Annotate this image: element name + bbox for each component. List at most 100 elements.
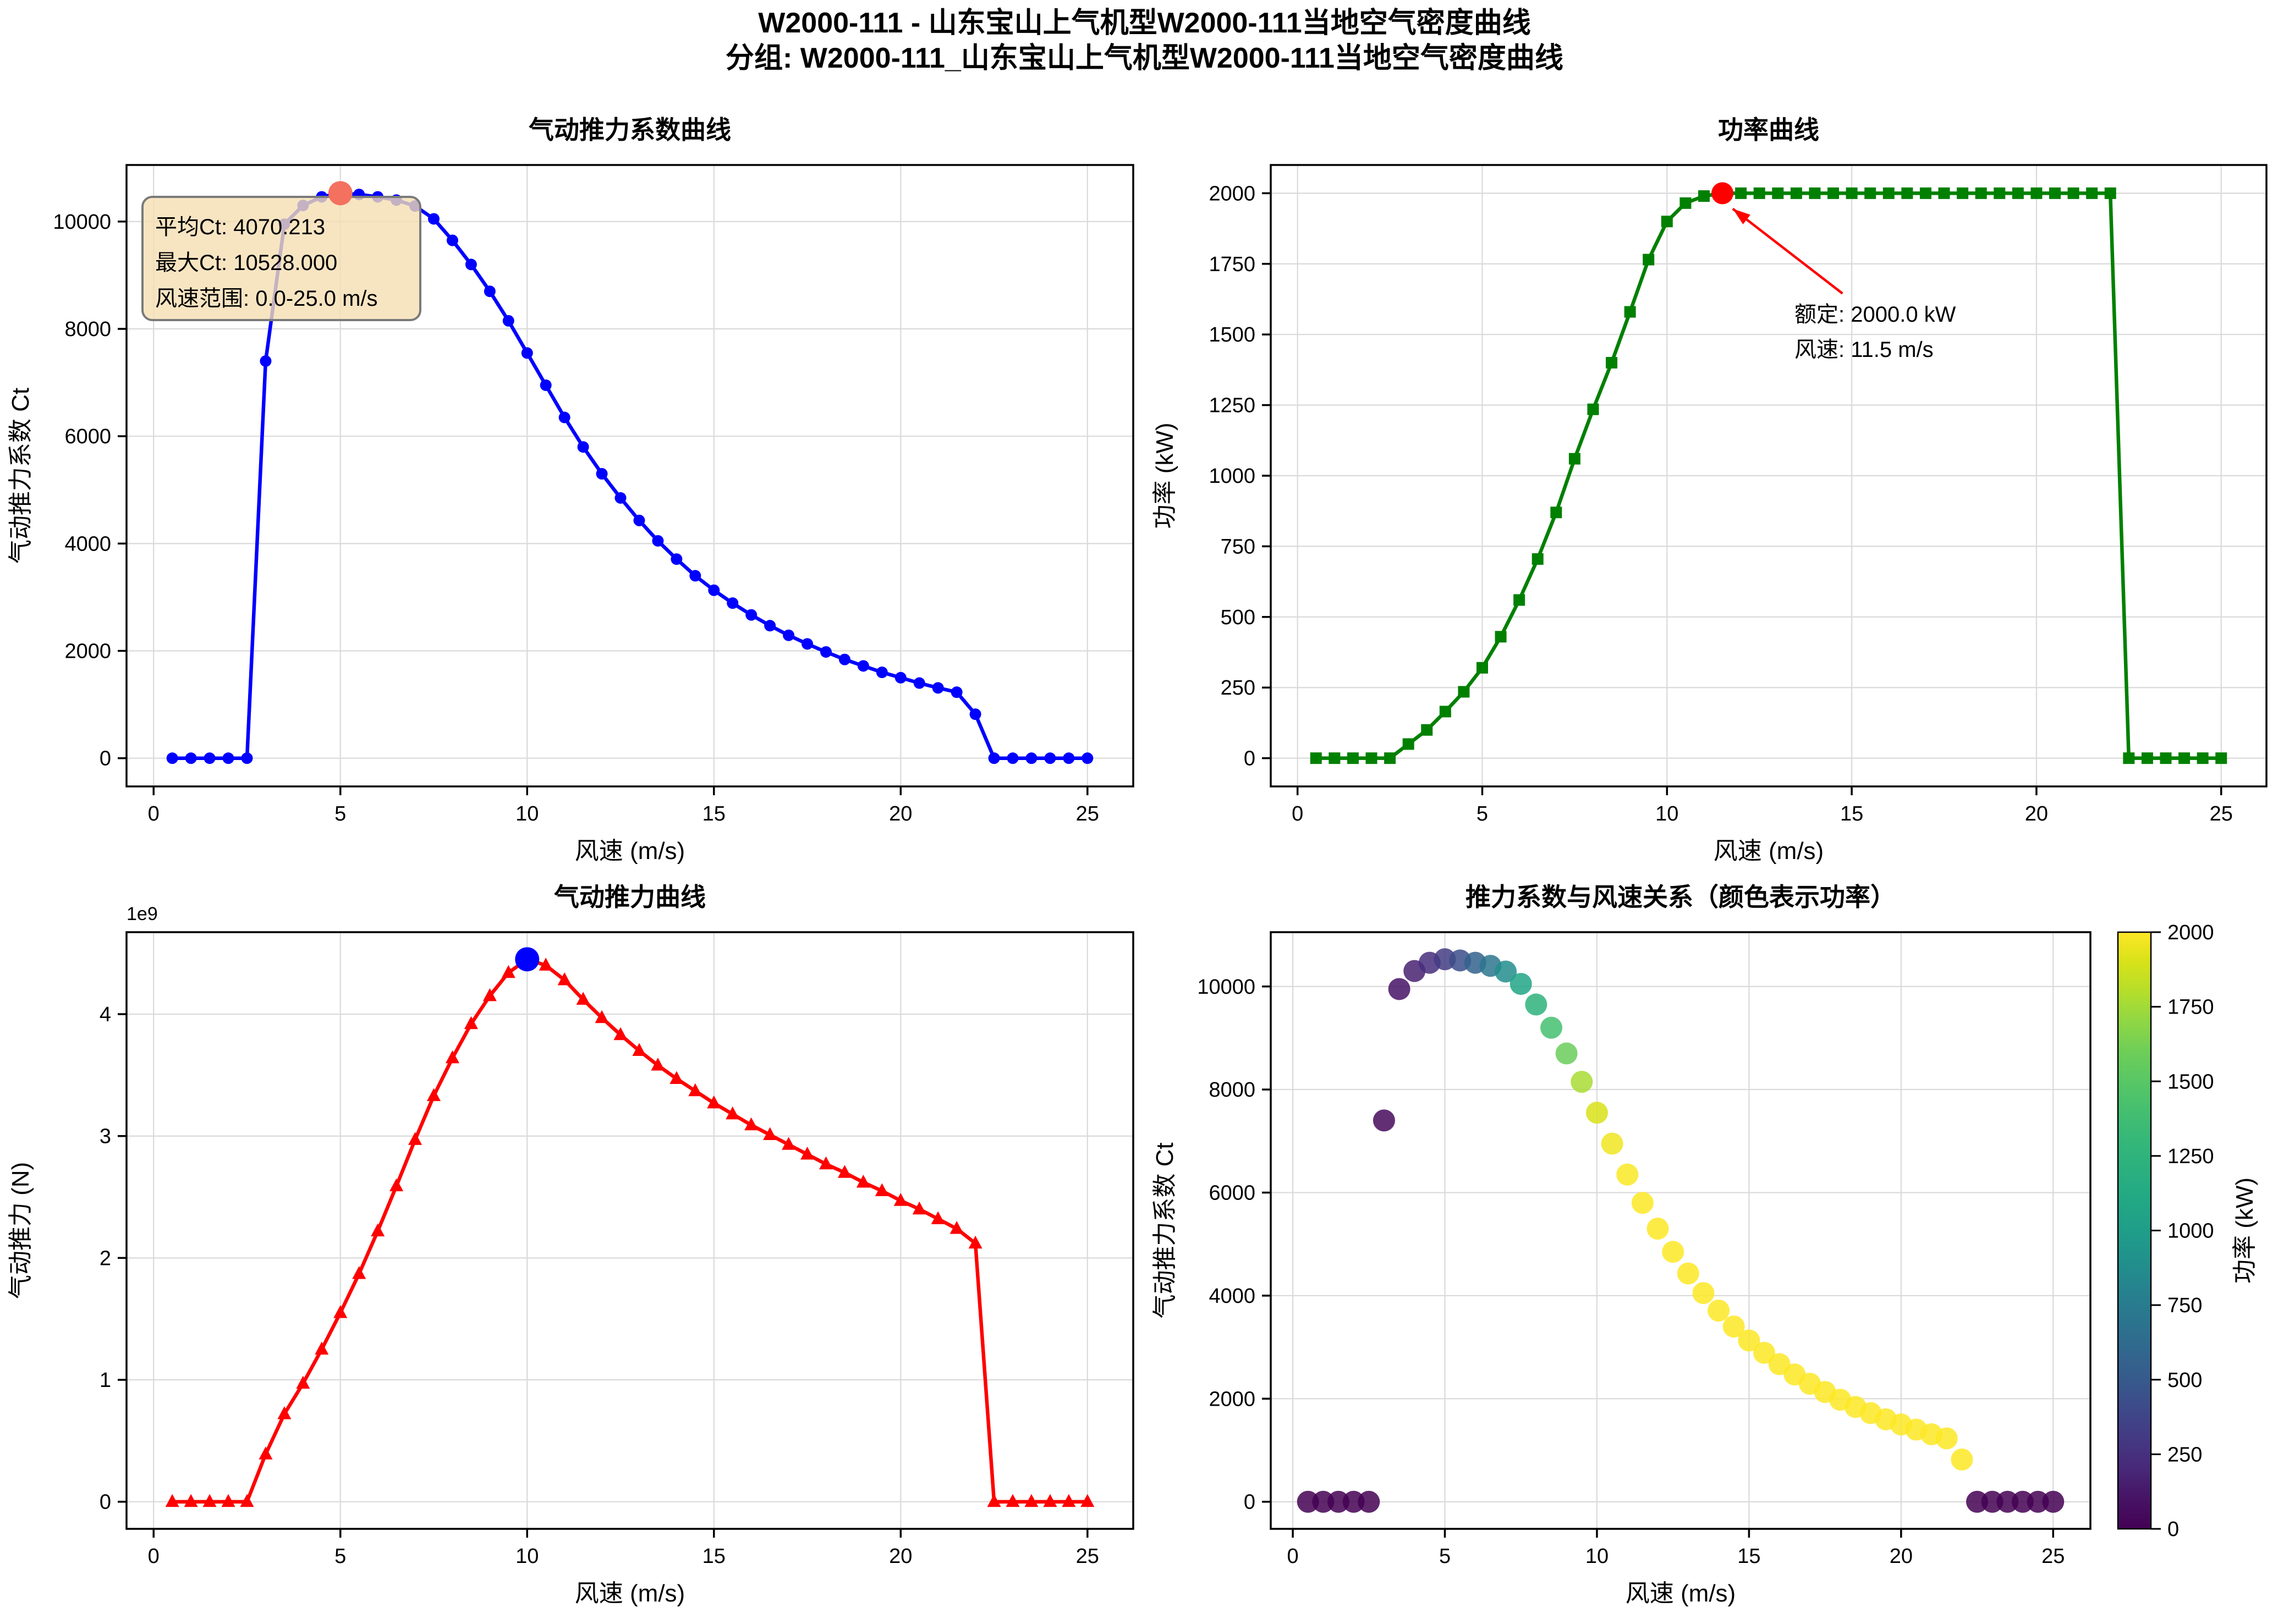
series-marker-square — [1513, 594, 1525, 606]
series-marker-circle — [428, 213, 440, 225]
y-tick-label: 1000 — [1209, 465, 1255, 488]
series-marker-circle — [727, 597, 739, 609]
series-marker-circle — [502, 315, 514, 327]
scatter-point — [1722, 1315, 1745, 1338]
series-marker-square — [1347, 752, 1359, 764]
scatter-point — [1297, 1490, 1319, 1513]
series-marker-square — [1476, 662, 1488, 674]
series-marker-square — [1532, 553, 1544, 565]
scatter-point — [1616, 1163, 1639, 1186]
series-marker-circle — [652, 535, 664, 547]
series-marker-triangle — [576, 992, 590, 1005]
scatter-point — [1358, 1490, 1380, 1513]
series-marker-triangle — [277, 1406, 292, 1419]
series-marker-triangle — [856, 1174, 870, 1188]
series-marker-triangle — [949, 1221, 964, 1234]
annotation-arrowhead — [1732, 208, 1750, 224]
series-marker-triangle — [240, 1494, 254, 1507]
chart-title: 气动推力曲线 — [554, 883, 706, 911]
max-ct-marker — [328, 181, 353, 206]
scatter-point — [1495, 960, 1517, 983]
axes-spines — [125, 931, 1134, 1530]
series-marker-triangle — [931, 1211, 945, 1224]
series-marker-square — [1329, 752, 1341, 764]
series-marker-circle — [540, 379, 552, 391]
colorbar-tick-label: 1250 — [2167, 1145, 2214, 1168]
axes-spines — [1270, 931, 2092, 1530]
y-tick-label: 0 — [100, 1491, 111, 1514]
series-marker-circle — [558, 411, 570, 423]
scatter-point — [1327, 1490, 1350, 1513]
x-axis-label: 风速 (m/s) — [575, 1580, 685, 1607]
series-marker-circle — [166, 752, 178, 764]
y-tick-label: 250 — [1221, 676, 1255, 700]
series-marker-square — [2049, 187, 2061, 199]
x-tick-label: 20 — [889, 802, 912, 825]
thrust-curve-chart: 1e9 0 5 10 15 20 25 0 1 2 3 4 气动推力曲线 风速 (m/s) 气动推力 (N) — [7, 883, 1134, 1607]
x-tick-label: 5 — [334, 1545, 346, 1568]
series-marker-circle — [446, 234, 458, 246]
series-marker-triangle — [1080, 1494, 1095, 1507]
series-marker-triangle — [595, 1010, 609, 1023]
series-marker-square — [1606, 357, 1618, 369]
colorbar-tick-label: 1500 — [2167, 1070, 2214, 1093]
scatter-point — [1631, 1192, 1654, 1214]
series-marker-square — [1624, 306, 1636, 318]
series-marker-square — [2067, 187, 2079, 199]
scatter-point — [1646, 1218, 1669, 1240]
x-tick-label: 15 — [702, 802, 726, 825]
scatter-point — [1571, 1071, 1593, 1093]
y-tick-label: 8000 — [64, 318, 111, 341]
series-marker-circle — [465, 258, 477, 271]
series-marker-square — [1735, 187, 1747, 199]
colorbar-tick-label: 250 — [2167, 1443, 2202, 1466]
series-marker-circle — [1007, 752, 1019, 764]
series-marker-circle — [1082, 752, 1094, 764]
x-axis-label: 风速 (m/s) — [575, 838, 685, 865]
scatter-point — [1966, 1490, 1989, 1513]
scatter-point — [1951, 1448, 1973, 1471]
series-marker-square — [1901, 187, 1913, 199]
series-marker-triangle — [315, 1341, 329, 1355]
x-tick-label: 25 — [1076, 802, 1099, 825]
series-marker-square — [1439, 706, 1451, 718]
power-curve-chart: 额定: 2000.0 kW 风速: 11.5 m/s 0 5 10 15 20 25 0 250 5… — [1151, 115, 2268, 865]
series-marker-square — [1679, 197, 1692, 209]
ct-power-scatter-chart: 0 250 500 750 1000 1250 1500 1750 2000 功率 (kW) 0 5 1… — [1151, 883, 2258, 1607]
ct-coefficient-chart: 平均Ct: 4070.213 最大Ct: 10528.000 风速范围: 0.0-2… — [7, 115, 1134, 865]
series-marker-triangle — [296, 1375, 310, 1389]
x-tick-label: 5 — [1476, 802, 1488, 825]
y-tick-label: 0 — [1244, 747, 1255, 770]
series-marker-circle — [241, 752, 253, 764]
y-tick-label: 0 — [1244, 1491, 1255, 1514]
y-axis-label: 气动推力系数 Ct — [7, 388, 34, 564]
series-marker-triangle — [968, 1235, 982, 1249]
y-tick-label: 4 — [100, 1003, 111, 1026]
stats-annotation-line: 最大Ct: 10528.000 — [155, 251, 337, 275]
series-marker-triangle — [259, 1446, 273, 1460]
x-tick-label: 25 — [1076, 1545, 1099, 1568]
y-tick-label: 2000 — [1209, 1388, 1255, 1411]
series-marker-square — [2141, 752, 2153, 764]
figure-title-line-2: 分组: W2000-111_山东宝山上气机型W2000-111当地空气密度曲线 — [726, 42, 1563, 74]
scatter-point — [1312, 1490, 1335, 1513]
series-marker-square — [1994, 187, 2006, 199]
thrust-curve-line — [172, 957, 1088, 1504]
series-marker-square — [1661, 216, 1673, 228]
y-tick-label: 1 — [100, 1369, 111, 1392]
series-marker-circle — [820, 646, 832, 658]
series-marker-triangle — [1043, 1494, 1057, 1507]
x-tick-label: 5 — [1439, 1545, 1451, 1568]
y-tick-label: 8000 — [1209, 1078, 1255, 1102]
series-marker-square — [1957, 187, 1969, 199]
series-marker-square — [1772, 187, 1784, 199]
series-marker-triangle — [875, 1183, 889, 1196]
series-marker-square — [1402, 738, 1414, 750]
y-tick-label: 1750 — [1209, 253, 1255, 276]
series-marker-square — [1975, 187, 1987, 199]
x-tick-label: 10 — [1585, 1545, 1609, 1568]
series-marker-square — [2012, 187, 2024, 199]
